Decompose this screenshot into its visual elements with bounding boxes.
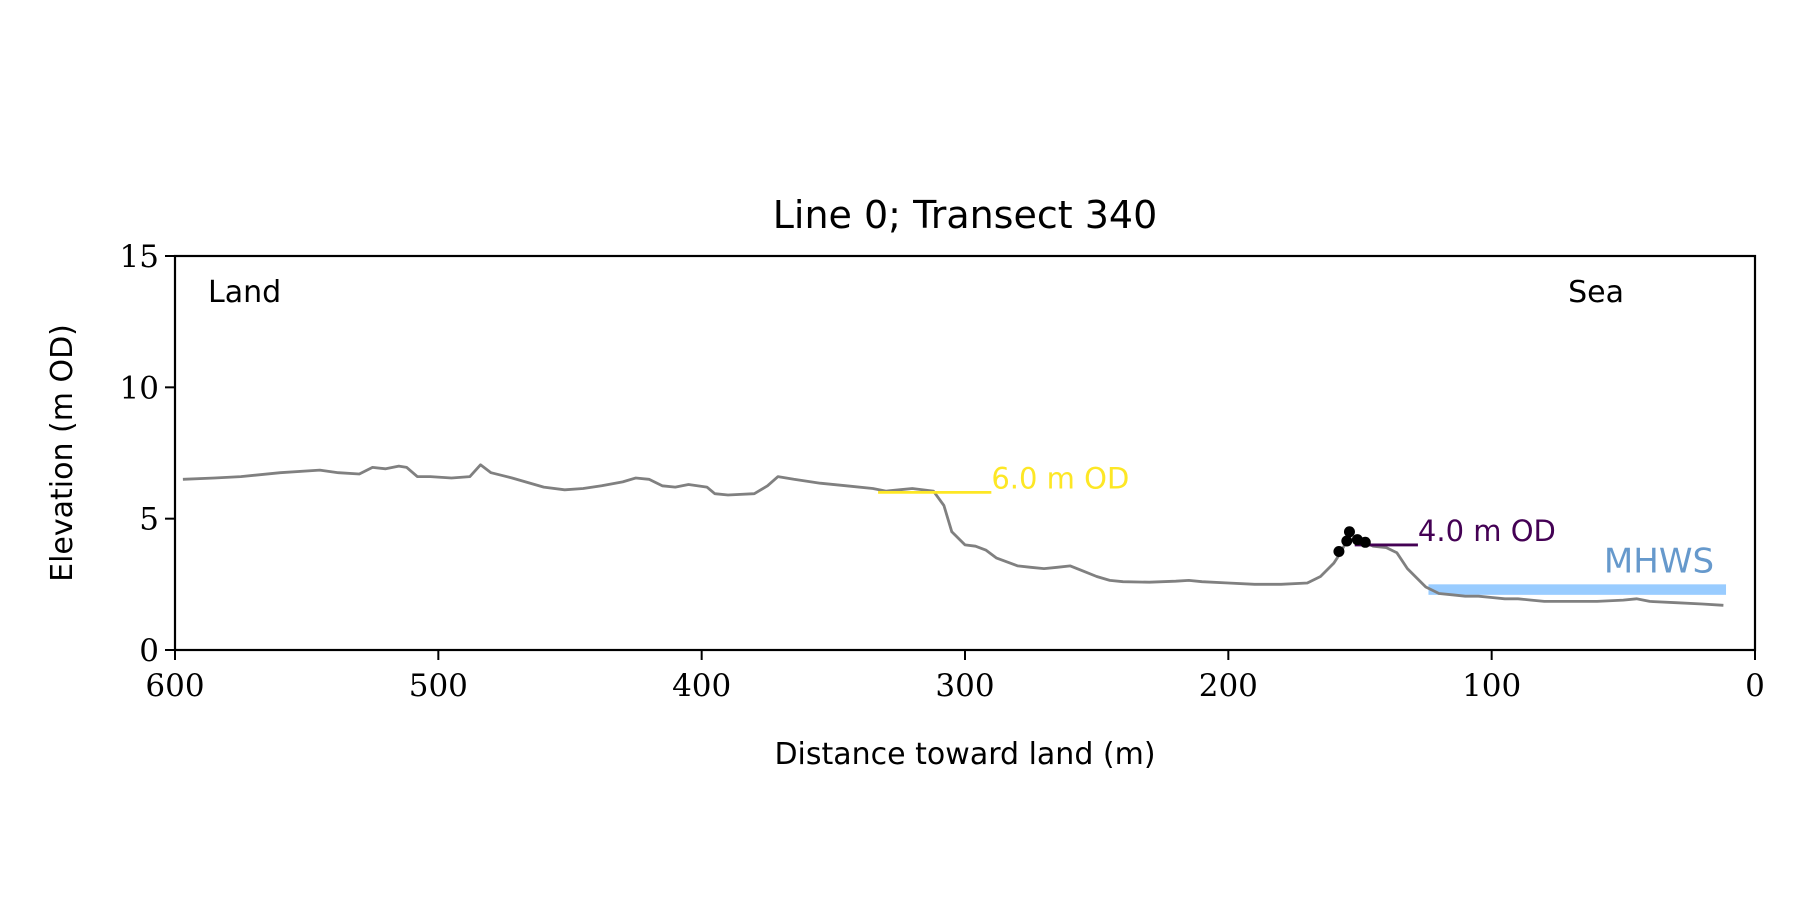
x-tick-label: 500	[409, 668, 468, 704]
crest-point	[1341, 535, 1353, 547]
level-label-0: 6.0 m OD	[991, 461, 1129, 495]
level-label-1: 4.0 m OD	[1418, 514, 1556, 548]
x-tick-label: 200	[1199, 668, 1258, 704]
chart-title: Line 0; Transect 340	[773, 193, 1158, 237]
y-tick-label: 0	[139, 633, 159, 669]
x-axis-label: Distance toward land (m)	[774, 737, 1155, 772]
crest-point	[1333, 546, 1345, 557]
mhws-band	[1428, 584, 1727, 595]
y-tick-label: 15	[120, 239, 159, 275]
y-axis-label: Elevation (m OD)	[45, 324, 80, 582]
sea-label: Sea	[1568, 275, 1624, 310]
y-tick-label: 5	[139, 502, 159, 538]
land-label: Land	[208, 275, 281, 310]
crest-point	[1359, 536, 1371, 548]
x-tick-label: 100	[1462, 668, 1521, 704]
plot-data-layer: 6.0 m OD 4.0 m OD MHWS	[182, 461, 1727, 607]
crest-point	[1343, 526, 1355, 538]
axis-ticks: 600 500 400 300 200 100 0 0 5 10 15	[120, 239, 1765, 704]
x-tick-label: 300	[935, 668, 994, 704]
x-tick-label: 0	[1745, 668, 1765, 704]
elevation-profile-line	[182, 463, 1724, 607]
mhws-label: MHWS	[1604, 541, 1714, 581]
y-tick-label: 10	[120, 370, 159, 406]
x-tick-label: 600	[145, 668, 204, 704]
x-tick-label: 400	[672, 668, 731, 704]
